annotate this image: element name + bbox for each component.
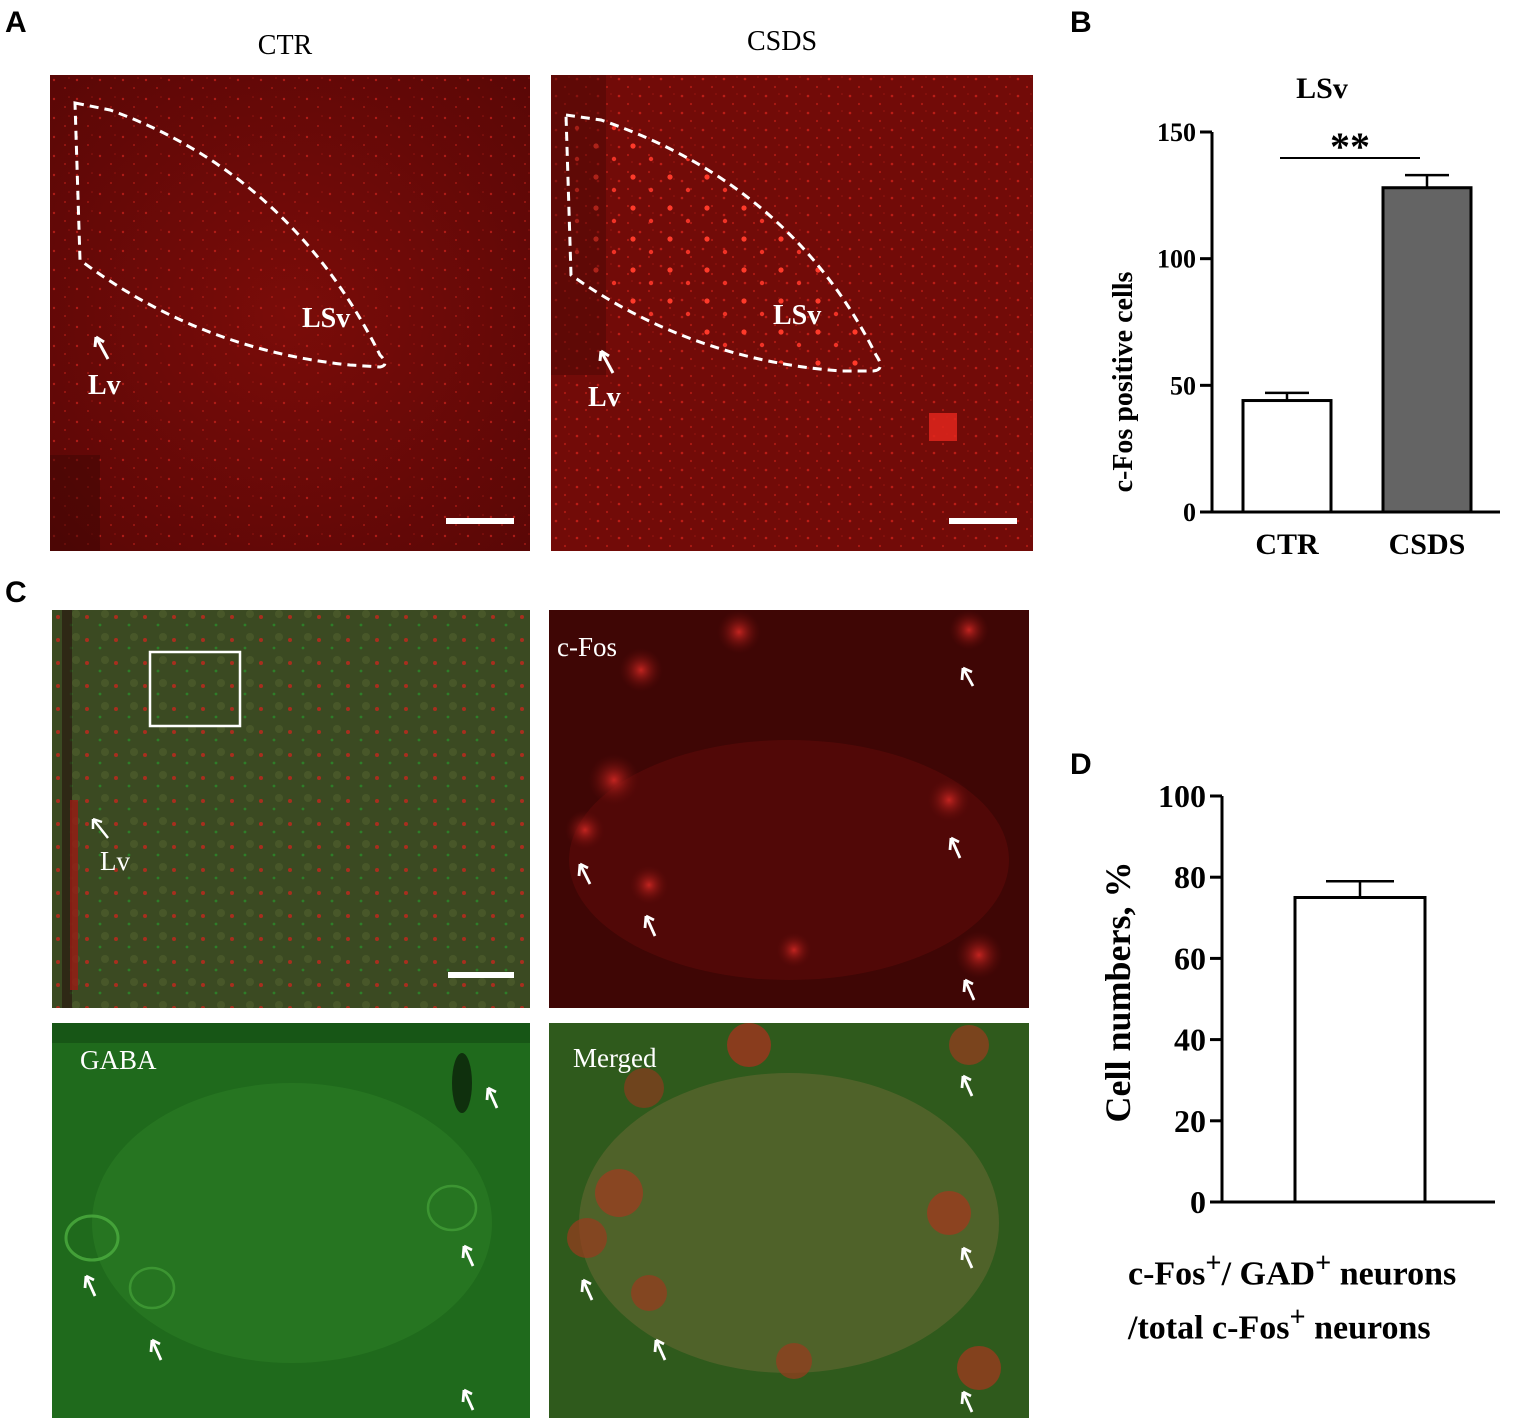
lv-label: Lv <box>88 370 121 401</box>
chart-title: LSv <box>1296 72 1348 105</box>
gaba-label: GABA <box>80 1045 157 1075</box>
arrow-icon <box>485 1086 499 1109</box>
arrow-icon <box>960 1390 974 1413</box>
y-tick-label: 40 <box>1174 1022 1206 1058</box>
scale-bar <box>448 972 514 978</box>
panel-letter-d: D <box>1070 748 1092 781</box>
arrow-icon <box>93 335 110 360</box>
ctr-micrograph: LSv Lv <box>50 75 530 551</box>
y-axis-label: c-Fos positive cells <box>1108 271 1139 492</box>
arrow-icon <box>962 978 976 1001</box>
y-tick-label: 100 <box>1157 245 1196 274</box>
caption-sup: + <box>1315 1248 1332 1279</box>
y-tick-label: 60 <box>1174 940 1206 976</box>
caption-text: neurons <box>1305 1309 1431 1347</box>
category-label: CSDS <box>1389 528 1466 561</box>
y-tick-label: 100 <box>1158 778 1206 814</box>
lsv-region-outline <box>564 113 882 373</box>
caption-text: /total c-Fos <box>1128 1309 1290 1347</box>
lsv-region-label: LSv <box>773 300 822 331</box>
caption-line-1: c-Fos+/ GAD+ neurons <box>1128 1248 1456 1293</box>
y-axis-label: Cell numbers, % <box>1098 862 1138 1123</box>
caption-text: c-Fos <box>1128 1255 1206 1293</box>
y-tick-label: 20 <box>1174 1103 1206 1139</box>
significance-stars: ** <box>1330 124 1370 169</box>
panel-letter-c: C <box>5 576 27 609</box>
arrow-icon <box>83 1274 97 1297</box>
merged-label: Merged <box>573 1043 657 1073</box>
merged-micrograph: Merged <box>549 1023 1029 1418</box>
panel-letter-a: A <box>5 6 27 39</box>
bar <box>1293 896 1427 1204</box>
lsv-bar-chart: LSv c-Fos positive cells 0 50 100 150 CTR CS… <box>1108 72 1500 561</box>
y-tick-label: 80 <box>1174 859 1206 895</box>
lv-label: Lv <box>100 846 130 876</box>
category-label: CTR <box>1255 528 1319 561</box>
overview-micrograph: Lv <box>52 610 530 1008</box>
arrow-icon <box>960 1074 974 1097</box>
y-tick-label: 150 <box>1157 118 1196 147</box>
arrow-icon <box>91 817 109 839</box>
ctr-column-title: CTR <box>257 30 313 61</box>
csds-column-title: CSDS <box>746 26 818 57</box>
arrow-icon <box>653 1338 667 1361</box>
caption-text: / GAD <box>1221 1255 1316 1293</box>
cfos-label: c-Fos <box>557 632 617 662</box>
percentage-bar-chart: Cell numbers, % 0 20 40 60 80 100 <box>1098 778 1495 1220</box>
bar <box>1241 399 1333 514</box>
y-tick-label: 0 <box>1190 1184 1206 1220</box>
lsv-region-outline <box>73 101 387 369</box>
caption-text: neurons <box>1331 1255 1457 1293</box>
arrow-icon <box>960 666 975 687</box>
caption-sup: + <box>1205 1248 1222 1279</box>
arrow-icon <box>461 1388 475 1411</box>
gaba-micrograph: GABA <box>52 1023 530 1418</box>
arrow-icon <box>461 1244 475 1267</box>
scale-bar <box>949 518 1017 524</box>
arrow-icon <box>643 914 657 937</box>
csds-micrograph: LSv Lv <box>551 75 1033 551</box>
lsv-region-label: LSv <box>302 303 351 334</box>
caption-line-2: /total c-Fos+ neurons <box>1128 1302 1431 1347</box>
y-tick-label: 50 <box>1170 371 1196 400</box>
caption-sup: + <box>1289 1302 1306 1333</box>
arrow-icon <box>580 1278 594 1301</box>
panel-letter-b: B <box>1070 6 1092 39</box>
cfos-micrograph: c-Fos <box>549 610 1029 1008</box>
arrow-icon <box>149 1338 163 1361</box>
arrow-icon <box>577 862 592 885</box>
inset-box <box>148 650 242 728</box>
arrow-icon <box>948 836 962 859</box>
arrow-icon <box>960 1246 974 1269</box>
bar <box>1381 186 1473 514</box>
lv-label: Lv <box>588 382 621 413</box>
scale-bar <box>446 518 514 524</box>
arrow-icon <box>598 349 615 374</box>
y-tick-label: 0 <box>1183 498 1196 527</box>
